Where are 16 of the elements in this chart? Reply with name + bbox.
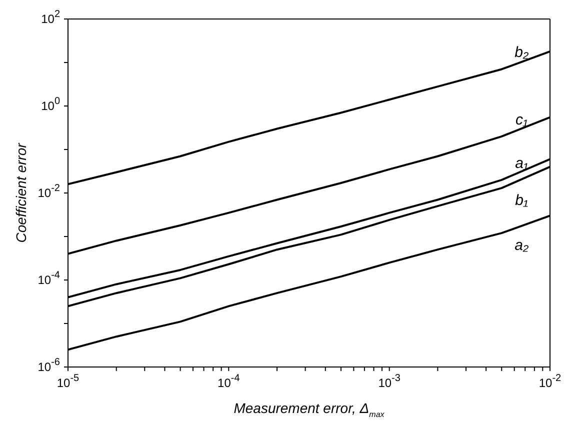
y-tick-label: 10$^{-4}$ [38,270,60,287]
x-tick-label: 10$^{-4}$ [218,373,240,390]
series-label: a₁ [515,154,528,172]
y-tick-label: 10$^{-2}$ [38,183,60,200]
y-axis-title: Coefficient error [13,142,29,243]
x-tick-label: 10$^{-2}$ [538,373,562,390]
series-label: a₂ [514,237,529,254]
x-tick-label: 10$^{-5}$ [56,373,80,390]
series-label: b₁ [515,192,528,210]
series-label: c₁ [516,111,528,128]
x-tick-label: 10$^{-3}$ [378,373,401,390]
series-label: b₂ [514,44,529,62]
y-tick-label: 10$^{-6}$ [38,357,60,374]
y-tick-label: 10$^{2}$ [41,9,60,26]
x-axis-title: Measurement error, Δ$_{max}$ [234,400,386,419]
y-tick-label: 10$^{0}$ [41,96,60,113]
